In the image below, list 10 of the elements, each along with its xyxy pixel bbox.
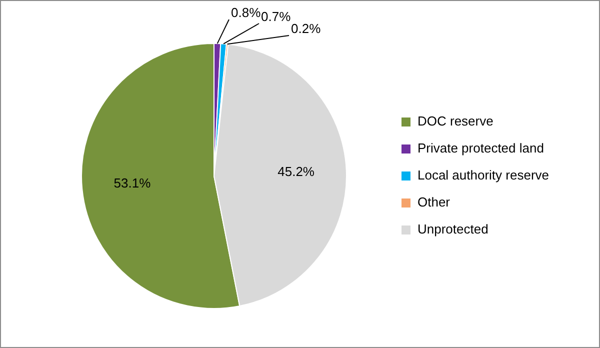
data-label: 0.8%	[230, 5, 262, 20]
data-label: 0.7%	[260, 9, 292, 24]
legend-label: Private protected land	[417, 140, 544, 156]
legend-label: Unprotected	[417, 222, 488, 237]
data-label: 0.2%	[290, 21, 322, 36]
legend-label: Local authority reserve	[417, 168, 550, 183]
legend-label: DOC reserve	[417, 114, 494, 129]
data-label: 45.2%	[278, 164, 315, 179]
data-label: 53.1%	[114, 176, 152, 191]
legend-label: Other	[417, 194, 451, 210]
